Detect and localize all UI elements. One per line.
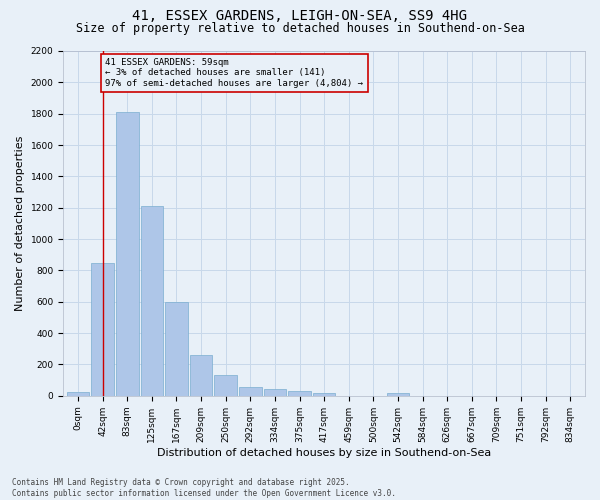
Bar <box>91 264 114 396</box>
Text: Contains HM Land Registry data © Crown copyright and database right 2025.
Contai: Contains HM Land Registry data © Crown c… <box>12 478 396 498</box>
Bar <box>140 206 163 396</box>
Bar <box>386 394 409 396</box>
Bar <box>263 389 286 396</box>
Y-axis label: Number of detached properties: Number of detached properties <box>15 136 25 311</box>
Bar <box>165 302 188 396</box>
Bar <box>239 387 262 396</box>
Bar <box>116 112 139 396</box>
X-axis label: Distribution of detached houses by size in Southend-on-Sea: Distribution of detached houses by size … <box>157 448 491 458</box>
Text: 41, ESSEX GARDENS, LEIGH-ON-SEA, SS9 4HG: 41, ESSEX GARDENS, LEIGH-ON-SEA, SS9 4HG <box>133 9 467 23</box>
Text: 41 ESSEX GARDENS: 59sqm
← 3% of detached houses are smaller (141)
97% of semi-de: 41 ESSEX GARDENS: 59sqm ← 3% of detached… <box>105 58 363 88</box>
Bar <box>190 355 212 396</box>
Bar <box>67 392 89 396</box>
Bar <box>313 392 335 396</box>
Bar <box>214 376 237 396</box>
Text: Size of property relative to detached houses in Southend-on-Sea: Size of property relative to detached ho… <box>76 22 524 35</box>
Bar <box>288 391 311 396</box>
